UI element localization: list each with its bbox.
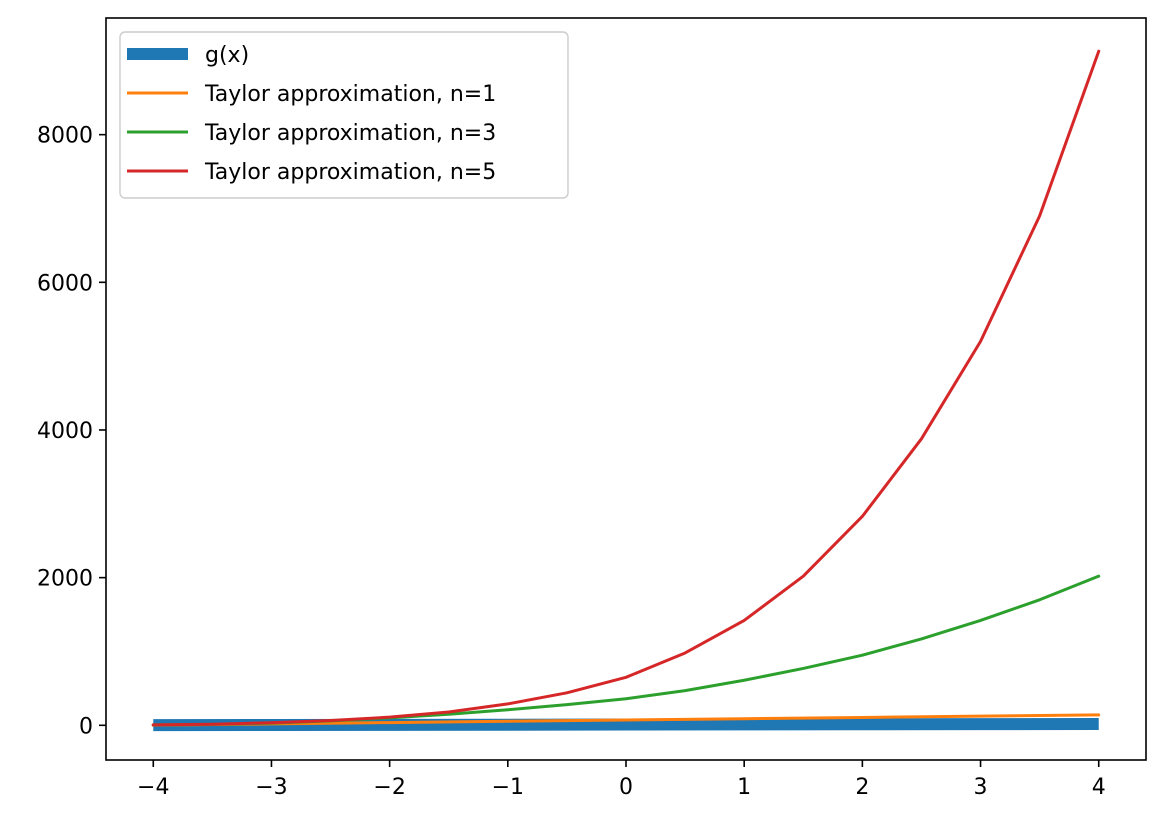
x-tick-label: 0 xyxy=(619,775,633,800)
x-tick-label: 1 xyxy=(737,775,751,800)
legend-label-4: Taylor approximation, n=5 xyxy=(204,160,496,185)
x-tick-label: 2 xyxy=(855,775,869,800)
legend-label-3: Taylor approximation, n=3 xyxy=(204,121,496,146)
x-tick-label: −4 xyxy=(137,775,169,800)
legend-label-1: g(x) xyxy=(205,43,249,68)
x-tick-label: 4 xyxy=(1092,775,1106,800)
series-line-2 xyxy=(151,713,1101,727)
y-tick-label: 6000 xyxy=(37,271,93,296)
x-tick-label: −1 xyxy=(492,775,524,800)
legend-box xyxy=(119,31,569,199)
series-group xyxy=(151,49,1101,732)
x-tick-label: 3 xyxy=(974,775,988,800)
y-tick-label: 4000 xyxy=(37,419,93,444)
legend: g(x) Taylor approximation, n=1 Taylor appr… xyxy=(119,31,569,199)
y-tick-label: 0 xyxy=(79,714,93,739)
y-tick-label: 8000 xyxy=(37,124,93,149)
x-tick-label: −2 xyxy=(373,775,405,800)
y-tick-label: 2000 xyxy=(37,567,93,592)
series-line-4 xyxy=(151,49,1101,727)
plot-area xyxy=(151,49,1101,732)
axes: −4 −3 −2 −1 0 1 2 3 4 0 2000 4000 6000 8000 xyxy=(37,17,1147,800)
x-tick-label: −3 xyxy=(255,775,287,800)
legend-label-2: Taylor approximation, n=1 xyxy=(204,82,496,107)
